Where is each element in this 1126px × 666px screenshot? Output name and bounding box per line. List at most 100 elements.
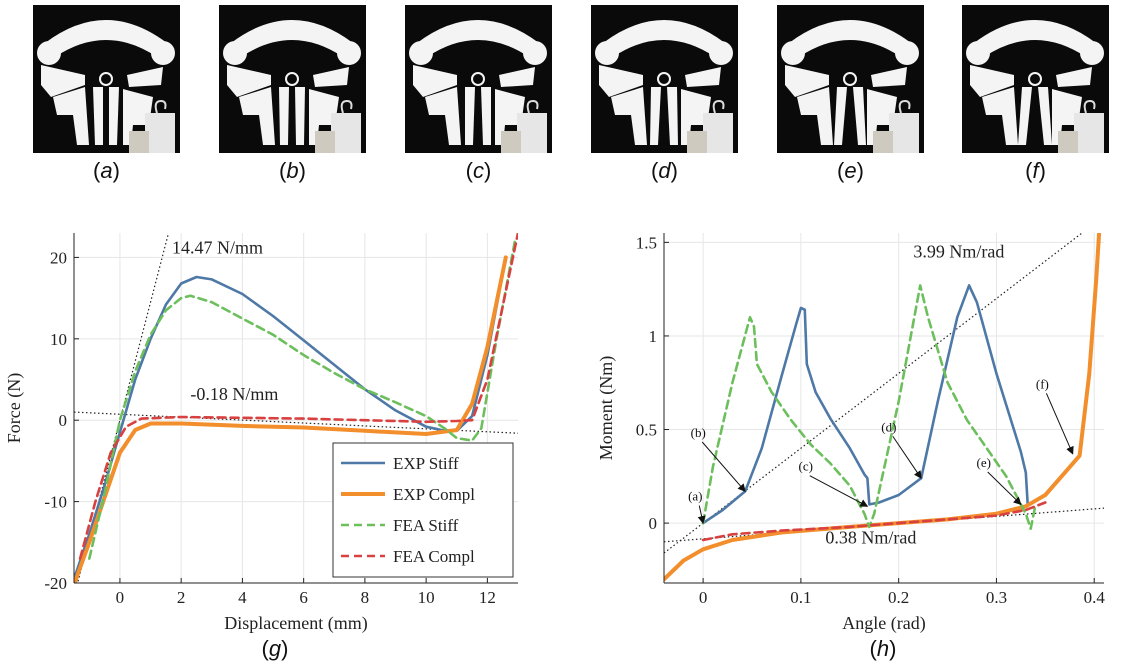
base-block (315, 131, 335, 153)
photo-label-e: (e) (837, 158, 864, 183)
mechanism-beam-left (1018, 87, 1032, 145)
y-axis-label: Force (N) (4, 373, 25, 443)
x-tick-label: 0.4 (1084, 588, 1106, 607)
photo-a (33, 5, 180, 153)
mechanism-image (37, 20, 175, 153)
mechanism-right-wing (313, 67, 349, 87)
state-label: (c) (799, 459, 813, 474)
weight-cylinder (1074, 113, 1104, 153)
weight-hook (1083, 99, 1096, 114)
x-tick-label: 0 (116, 588, 125, 607)
mechanism-arc (974, 20, 1096, 57)
mechanism-left-leg (797, 87, 833, 145)
mechanism-left-lobe (223, 41, 247, 65)
x-tick-label: 0.2 (888, 588, 909, 607)
state-label: (e) (977, 455, 991, 470)
y-tick-label: 1.5 (636, 233, 657, 252)
mechanism-beam-left (834, 87, 847, 145)
mechanism-right-lobe (523, 41, 547, 65)
mechanism-beam-right (109, 87, 119, 145)
plot-area (664, 233, 1104, 582)
x-tick-label: 0 (699, 588, 708, 607)
state-label: (d) (881, 419, 896, 434)
weight-hook (154, 99, 167, 114)
weight-hook (712, 99, 725, 114)
weight-cylinder (145, 113, 175, 153)
mechanism-left-leg (982, 87, 1018, 145)
slope-annotation: -0.18 N/mm (190, 384, 278, 404)
mechanism-image (223, 20, 361, 153)
x-tick-label: 0.3 (986, 588, 1007, 607)
series-exp-stiff (701, 284, 1037, 525)
y-tick-label: -10 (44, 493, 67, 512)
mechanism-right-lobe (151, 41, 175, 65)
x-tick-label: 0.1 (790, 588, 811, 607)
mechanism-left-lobe (781, 41, 805, 65)
x-tick-label: 6 (299, 588, 308, 607)
legend-label: EXP Compl (393, 485, 475, 504)
slope-annotation: 14.47 N/mm (172, 237, 263, 257)
photo-b (219, 5, 366, 153)
mechanism-arc (603, 20, 725, 57)
mechanism-left-lobe (409, 41, 433, 65)
weight-cylinder (889, 113, 919, 153)
x-axis-label: Angle (rad) (842, 613, 925, 634)
mechanism-arc (417, 20, 539, 57)
photo-label-d: (d) (651, 158, 678, 183)
x-axis-label: Displacement (mm) (224, 613, 367, 634)
series-fea-stiff (88, 239, 517, 560)
photo-c (405, 5, 552, 153)
y-tick-label: 20 (50, 248, 67, 267)
plot-area (74, 233, 518, 583)
mechanism-arc (45, 20, 167, 57)
mechanism-right-wing (1056, 67, 1092, 87)
state-arrow (892, 436, 922, 480)
photo-f (962, 5, 1109, 153)
x-tick-label: 2 (177, 588, 186, 607)
photo-d (591, 5, 738, 153)
photo-e (777, 5, 924, 153)
mechanism-left-wing (413, 65, 457, 97)
series-fea-stiff (701, 284, 1037, 530)
base-block (501, 131, 521, 153)
y-tick-label: 0.5 (636, 421, 657, 440)
mechanism-right-lobe (709, 41, 733, 65)
mechanism-hub (843, 72, 857, 86)
weight-cylinder (703, 113, 733, 153)
mechanism-arc (789, 20, 911, 57)
y-tick-label: 0 (59, 411, 68, 430)
legend-box (332, 442, 514, 578)
mechanism-image (966, 20, 1104, 153)
mechanism-left-leg (611, 87, 647, 145)
state-label: (f) (1036, 376, 1049, 391)
force-displacement-chart: 0 2 4 6 8 10 12 -20 -10 0 10 20 Displacement (mm) For… (4, 233, 518, 634)
mechanism-right-lobe (337, 41, 361, 65)
slope-annotation: 3.99 Nm/rad (913, 241, 1004, 261)
series-exp-compl (74, 255, 508, 583)
base-block (1058, 131, 1078, 153)
mechanism-right-wing (499, 67, 535, 87)
mechanism-hub (471, 72, 485, 86)
series-fea-compl (78, 233, 518, 560)
state-arrow (697, 505, 706, 525)
mechanism-arc (231, 20, 353, 57)
mechanism-right-lobe (1080, 41, 1104, 65)
mechanism-beam-right (1038, 87, 1052, 145)
x-tick-label: 10 (418, 588, 435, 607)
mechanism-left-leg (239, 87, 275, 145)
weight-cylinder (331, 113, 361, 153)
y-tick-label: 0 (649, 514, 658, 533)
y-tick-label: 1 (649, 327, 658, 346)
mechanism-left-lobe (595, 41, 619, 65)
weight-hook (898, 99, 911, 114)
base-block (129, 131, 149, 153)
state-arrow (1045, 393, 1074, 455)
mechanism-beam-left (279, 87, 289, 145)
mechanism-right-wing (685, 67, 721, 87)
mechanism-left-wing (41, 65, 85, 97)
photo-label-f: (f) (1025, 158, 1046, 183)
y-tick-label: -20 (44, 574, 67, 593)
mechanism-left-lobe (37, 41, 61, 65)
series-exp-compl (664, 233, 1102, 582)
